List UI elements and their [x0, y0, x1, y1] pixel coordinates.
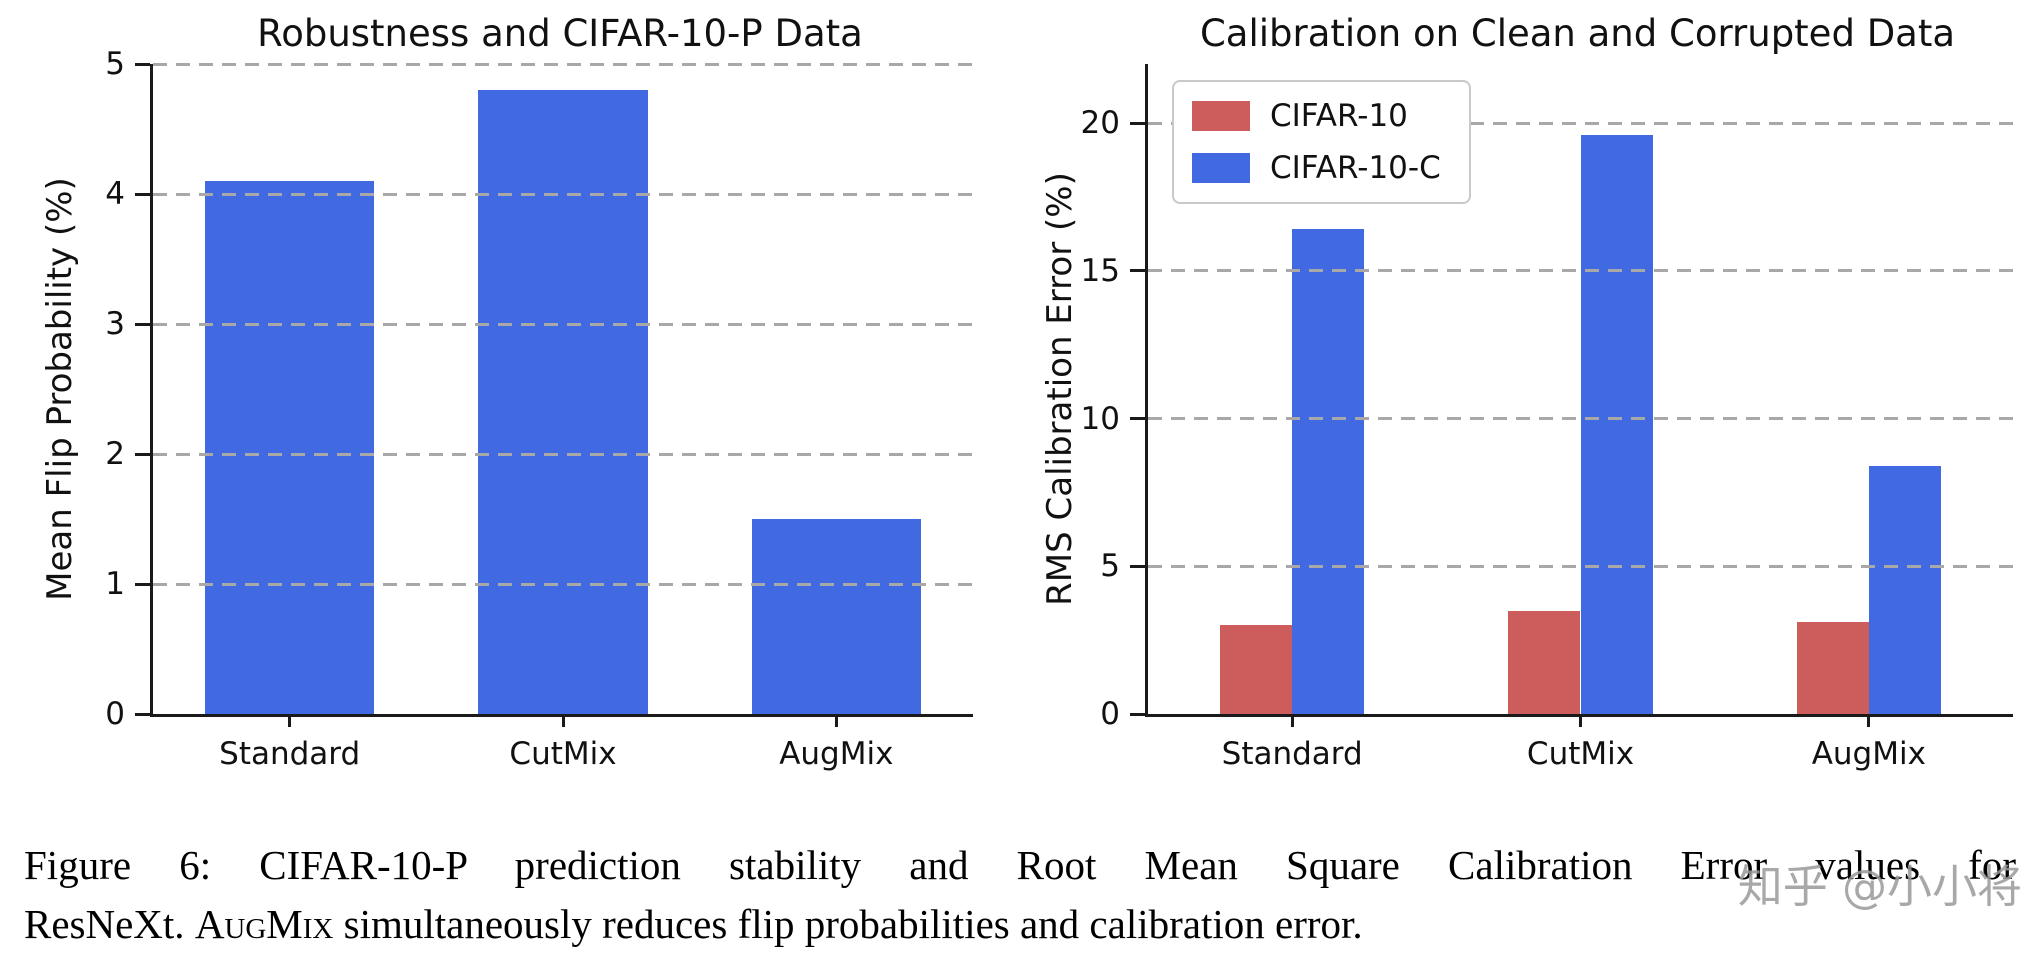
- y-tick-mark: [1130, 269, 1145, 273]
- gridline: [1148, 417, 2013, 421]
- plot-area: 0 1 2 3 4 5 Standard CutMix AugMix: [105, 46, 973, 772]
- bar-CIFAR-10-C-Standard: [1292, 229, 1365, 714]
- y-tick-label: 5: [105, 46, 125, 82]
- bar-CIFAR-10-C-CutMix: [1580, 134, 1653, 714]
- legend-swatch: [1192, 101, 1250, 131]
- x-tick-mark: [1290, 717, 1294, 727]
- caption-augmix-smallcaps: AugMix: [194, 901, 334, 948]
- gridline: [1148, 564, 2013, 568]
- gridline: [153, 192, 973, 196]
- legend-entry: CIFAR-10-C: [1192, 150, 1441, 186]
- watermark: 知乎 @小小将: [1737, 860, 2022, 913]
- y-tick-mark: [135, 62, 150, 66]
- y-tick-label: 3: [105, 306, 125, 342]
- y-tick-mark: [135, 712, 150, 716]
- right-chart: Calibration on Clean and Corrupted Data …: [1018, 0, 2036, 810]
- legend-swatch: [1192, 153, 1250, 183]
- legend-entry: CIFAR-10: [1192, 98, 1441, 134]
- y-tick-label: 2: [105, 436, 125, 472]
- bar-CIFAR-10-CutMix: [1508, 610, 1581, 714]
- x-tick-label: CutMix: [509, 736, 617, 772]
- left-chart: Robustness and CIFAR-10-P Data Mean Flip…: [0, 0, 1018, 810]
- y-axis-label: Mean Flip Probability (%): [40, 177, 80, 601]
- gridline: [153, 322, 973, 326]
- y-tick-mark: [135, 192, 150, 196]
- x-tick-label: Standard: [219, 736, 361, 772]
- y-tick-mark: [135, 322, 150, 326]
- y-tick-label: 0: [1100, 696, 1120, 732]
- x-tick-mark: [834, 717, 838, 727]
- x-tick-label: Standard: [1221, 736, 1363, 772]
- caption-line-2: ResNeXt. AugMix simultaneously reduces f…: [24, 895, 2016, 954]
- legend-label: CIFAR-10: [1270, 98, 1408, 134]
- y-tick-label: 0: [105, 696, 125, 732]
- bar-Standard: [204, 181, 375, 714]
- plot-area: CIFAR-10 CIFAR-10-C 0 5 10 15 20 Standard CutMi…: [1081, 64, 2013, 772]
- x-tick-label: CutMix: [1526, 736, 1635, 772]
- legend: CIFAR-10 CIFAR-10-C: [1172, 80, 1471, 204]
- y-tick-label: 5: [1100, 548, 1120, 585]
- x-tick-mark: [288, 717, 292, 727]
- y-tick-label: 15: [1080, 252, 1120, 289]
- gridline: [153, 452, 973, 456]
- bar-AugMix: [751, 519, 922, 714]
- y-tick-mark: [1130, 712, 1145, 716]
- y-tick-label: 10: [1080, 400, 1120, 437]
- caption-line2-post: simultaneously reduces flip probabilitie…: [333, 901, 1363, 948]
- y-tick-label: 20: [1080, 105, 1120, 142]
- gridline: [1148, 121, 2013, 125]
- caption-line-1: Figure 6: CIFAR-10-P prediction stabilit…: [24, 842, 2016, 888]
- gridline: [1148, 269, 2013, 273]
- bar-CIFAR-10-AugMix: [1796, 622, 1869, 714]
- legend-label: CIFAR-10-C: [1270, 150, 1441, 186]
- caption-line2-pre: ResNeXt.: [24, 901, 195, 948]
- y-tick-label: 1: [105, 566, 125, 602]
- gridline: [153, 582, 973, 586]
- x-tick-mark: [561, 717, 565, 727]
- x-tick-mark: [1867, 717, 1871, 727]
- x-tick-label: AugMix: [1811, 736, 1926, 772]
- bar-CIFAR-10-Standard: [1220, 625, 1293, 714]
- y-tick-label: 4: [105, 176, 125, 212]
- bar-CutMix: [478, 90, 648, 714]
- y-tick-mark: [135, 452, 150, 456]
- y-tick-mark: [1130, 417, 1145, 421]
- chart-title: Robustness and CIFAR-10-P Data: [257, 12, 863, 55]
- x-tick-label: AugMix: [779, 736, 894, 772]
- gridline: [153, 62, 973, 66]
- y-tick-mark: [135, 582, 150, 586]
- y-tick-mark: [1130, 564, 1145, 568]
- bar-CIFAR-10-C-AugMix: [1868, 465, 1941, 714]
- x-tick-mark: [1579, 717, 1582, 727]
- y-axis-label: RMS Calibration Error (%): [1040, 172, 1080, 606]
- y-tick-mark: [1130, 121, 1145, 125]
- figure-caption: Figure 6: CIFAR-10-P prediction stabilit…: [24, 836, 2016, 955]
- chart-title: Calibration on Clean and Corrupted Data: [1199, 12, 1956, 55]
